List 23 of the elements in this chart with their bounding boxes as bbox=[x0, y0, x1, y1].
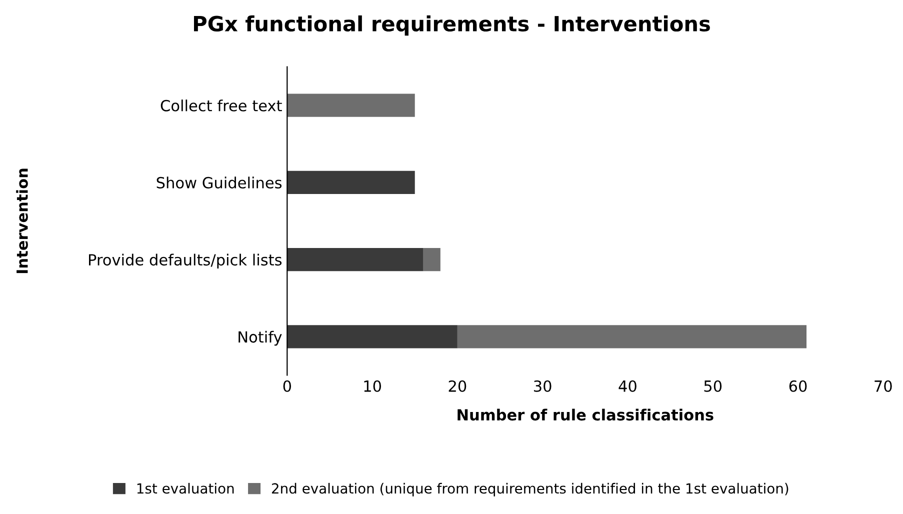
y-tick-label: Provide defaults/pick lists bbox=[89, 254, 282, 269]
x-tick-label: 50 bbox=[704, 380, 722, 392]
x-axis-title: Number of rule classifications bbox=[458, 408, 714, 421]
bar bbox=[287, 170, 415, 194]
bar bbox=[423, 248, 440, 272]
chart-title: PGx functional requirements - Interventions bbox=[194, 15, 710, 36]
legend-label: 2nd evaluation (unique from requirements identified in the 1st evaluation) bbox=[272, 482, 788, 496]
x-tick-label: 20 bbox=[448, 380, 466, 392]
bar bbox=[287, 94, 415, 117]
x-tick-label: 30 bbox=[534, 380, 552, 392]
y-tick-label: Show Guidelines bbox=[156, 176, 282, 188]
x-tick-label: 40 bbox=[618, 380, 636, 392]
bar bbox=[287, 248, 424, 272]
x-tick-label: 70 bbox=[874, 380, 892, 392]
y-tick-label: Notify bbox=[238, 330, 282, 346]
x-tick-label: 10 bbox=[364, 380, 381, 392]
legend-label: 1st evaluation bbox=[137, 482, 234, 494]
x-tick-label: 0 bbox=[283, 380, 291, 392]
y-tick-label: Collect free text bbox=[160, 100, 282, 112]
y-axis-title: Intervention bbox=[16, 168, 28, 274]
x-tick-label: 60 bbox=[789, 380, 807, 392]
bar bbox=[457, 325, 807, 348]
bar bbox=[287, 325, 458, 348]
